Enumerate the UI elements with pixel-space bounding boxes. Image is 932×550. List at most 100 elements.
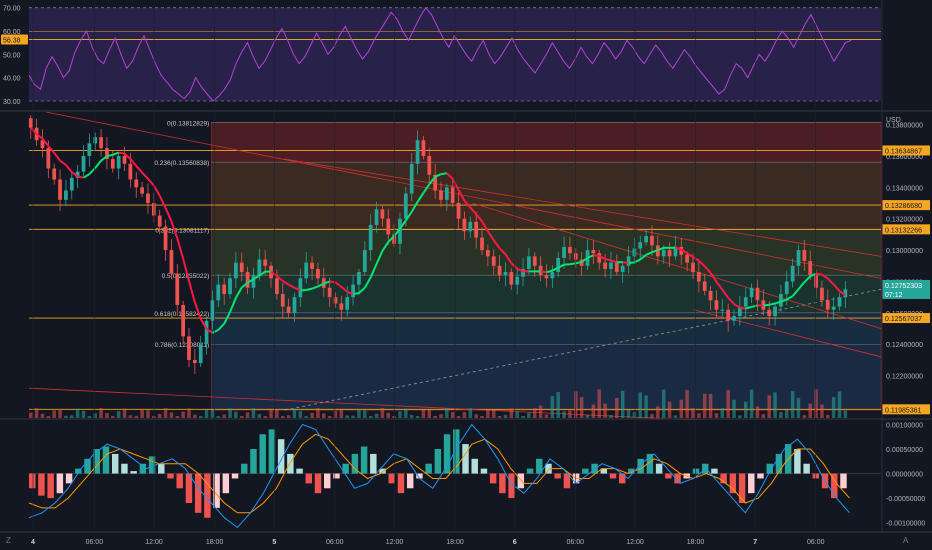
candle-body [497,265,502,276]
volume-bar [327,416,332,418]
ma-segment [598,255,606,260]
volume-bar [779,411,783,418]
ma-segment [639,254,647,261]
macd-histogram-bar [29,473,36,489]
volume-bar [116,410,121,418]
macd-histogram-bar [619,473,626,484]
candle-body [304,262,309,279]
tradingview-logo-icon[interactable]: Z [6,536,11,545]
ma-segment [53,152,61,162]
ma-segment [651,249,659,254]
volume-bar [585,414,590,418]
time-axis[interactable]: 4 06:00 12:00 18:00 5 06:00 12:00 18:00 6 06:00 12… [31,539,825,546]
macd-histogram-bar [148,456,156,474]
volume-bar [620,390,625,418]
price-tick-label: 0.13400000 [886,185,923,192]
rsi-tick-label: 30.00 [3,99,21,106]
auto-scale-button[interactable]: A [903,536,909,545]
candle-body [568,246,572,254]
macd-histogram-bar [287,453,294,474]
macd-histogram-bar [268,429,276,474]
candle-body [679,246,684,255]
rsi-value-tag [1,34,28,45]
volume-bar [826,414,830,418]
macd-tick-label: 0.00100000 [886,422,923,429]
volume-bar [298,411,303,418]
macd-histogram-bar [545,463,552,474]
ma-segment [182,258,190,282]
candle-body [714,300,719,310]
ma-segment [147,178,155,187]
volume-bar [515,411,519,418]
ma-segment [206,328,213,334]
macd-histogram-bar [517,473,525,489]
volume-bar [527,412,531,418]
volume-bar [480,416,484,418]
rsi-tick-label: 50.00 [3,52,21,59]
rsi-panel[interactable]: 70.00 60.00 50.00 40.00 30.00 56.38 [0,0,932,111]
volume-bar [509,408,514,418]
candle-body [128,163,133,180]
macd-histogram-bar [370,453,377,474]
macd-histogram-bar [388,473,395,484]
ma-segment [247,278,254,284]
ma-segment [745,305,752,310]
volume-bar [796,397,801,418]
volume-bar [650,414,654,418]
macd-histogram-bar [65,473,73,484]
candle-body [620,265,625,273]
volume-bar [128,415,133,418]
volume-bar [87,416,92,418]
ma-segment [622,261,629,265]
volume-bar [281,415,285,418]
candle-body [93,137,98,144]
volume-bar [409,414,414,418]
candle-body [140,187,144,194]
ma-segment [692,256,700,262]
candle-body [702,281,707,291]
volume-bar [58,409,62,418]
macd-histogram-bar [185,473,193,503]
candle-body [75,171,80,178]
ma-segment [698,259,706,268]
candle-body [462,218,467,232]
volume-bar [134,415,139,418]
ma-segment [235,287,243,299]
ma-segment [317,282,325,288]
volume-bar [374,413,379,418]
candle-body [444,187,449,200]
candle-body [597,253,602,263]
candle-body [210,300,215,321]
ma-segment [763,303,770,307]
ma-segment [199,318,208,330]
ma-segment [164,207,173,222]
candle-body [357,272,361,285]
candle-body [743,297,748,307]
candle-body [64,190,68,200]
price-panel[interactable]: 0(0.13812829) 0.236(0.13560838) 0.382(0.13… [0,111,932,430]
candle-body [374,209,379,225]
ma-segment [604,258,612,262]
volume-bar [533,408,537,418]
macd-panel[interactable]: 0.00100000 0.00050000 0.00000000 -0.0005000… [0,420,932,532]
candle-body [169,250,174,274]
price-tag [882,145,930,156]
macd-histogram-bar [397,473,405,494]
volume-bar [310,412,314,418]
volume-bar [714,413,719,418]
volume-bar [322,413,326,418]
ma-segment [258,270,266,277]
volume-bar [251,408,256,418]
fib-zone [211,162,881,230]
volume-bar [691,408,695,418]
macd-histogram-bar [701,463,709,474]
macd-histogram-bar [748,473,755,494]
macd-histogram-bar [508,473,515,499]
candle-body [163,226,168,251]
ma-segment [628,261,635,265]
macd-histogram-bar [194,473,202,513]
rsi-value-label: 56.38 [3,37,21,44]
volume-bar [773,392,777,418]
volume-bar [579,397,584,418]
